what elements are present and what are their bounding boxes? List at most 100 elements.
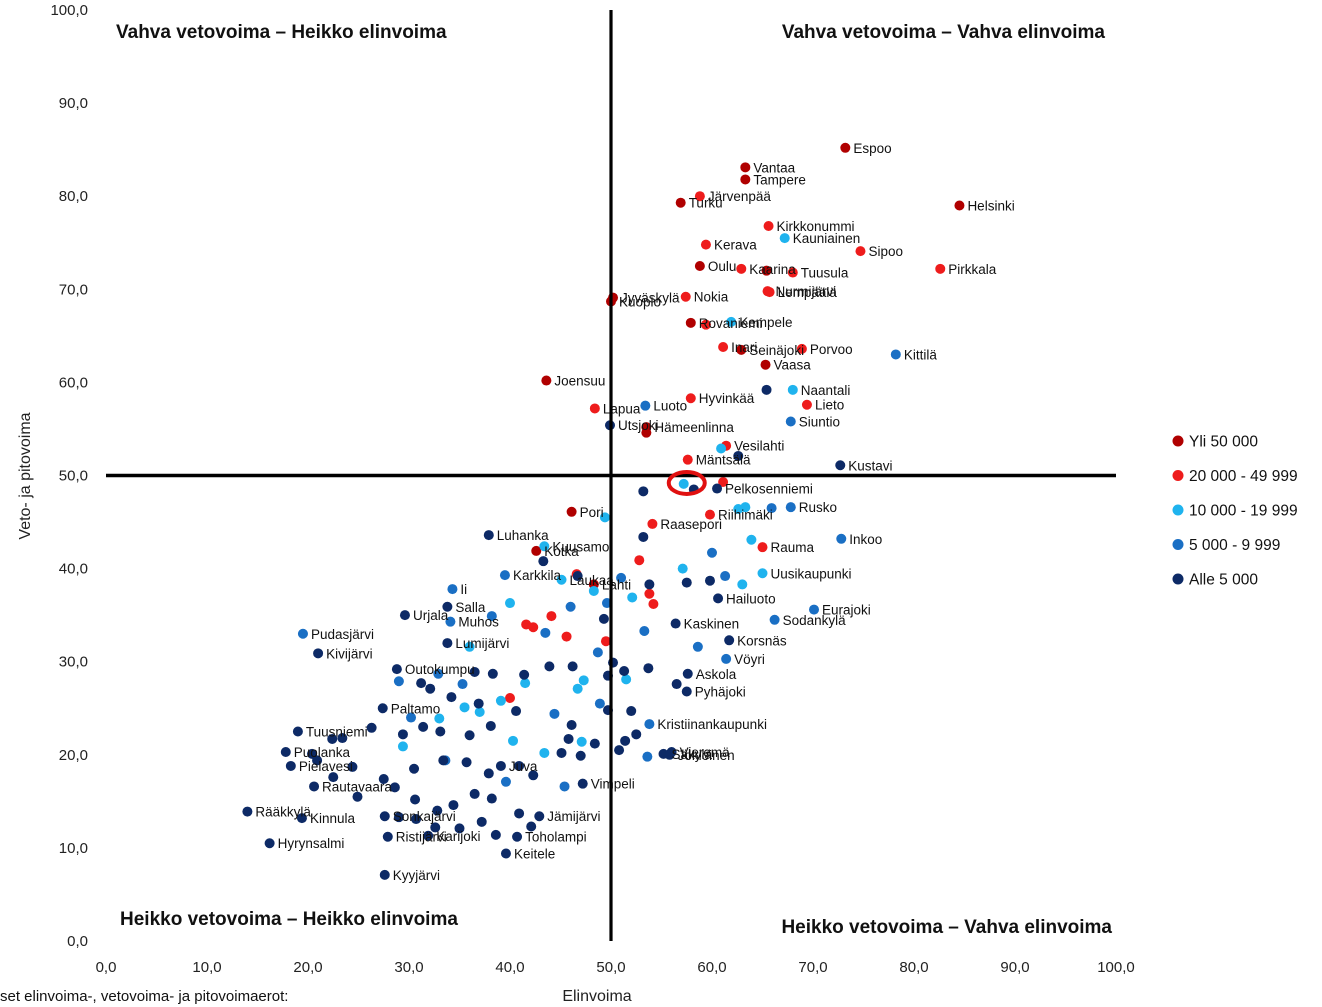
scatter-point: [640, 400, 651, 411]
legend: Yli 50 000 20 000 - 49 999 10 000 - 19 999…: [1172, 434, 1298, 589]
scatter-point: [409, 763, 420, 774]
scatter-point: [500, 848, 511, 859]
y-tick-label: 60,0: [59, 374, 88, 391]
scatter-point: [685, 393, 696, 404]
point-label: Raasepori: [660, 517, 722, 532]
scatter-point: [704, 575, 715, 586]
scatter-point: [461, 757, 472, 768]
scatter-point: [379, 811, 390, 822]
scatter-point: [296, 813, 307, 824]
scatter-point: [643, 663, 654, 674]
scatter-point: [681, 686, 692, 697]
scatter-point: [327, 733, 338, 744]
scatter-point: [647, 518, 658, 529]
scatter-point: [499, 570, 510, 581]
scatter-point: [541, 375, 552, 386]
scatter-point: [575, 750, 586, 761]
scatter-point: [746, 534, 757, 545]
x-axis-title: Elinvoima: [562, 988, 631, 1005]
scatter-point: [285, 760, 296, 771]
scatter-point: [508, 735, 519, 746]
scatter-point: [514, 808, 525, 819]
scatter-point: [639, 625, 650, 636]
point-label: Vöyri: [734, 652, 765, 667]
scatter-point: [393, 812, 404, 823]
y-tick-label: 0,0: [67, 933, 88, 950]
scatter-point: [694, 261, 705, 272]
scatter-point: [539, 747, 550, 758]
point-label: Lapua: [603, 401, 641, 416]
point-label: Jyväskylä: [621, 291, 680, 306]
quadrant-label-bottom-left: Heikko vetovoima – Heikko elinvoima: [120, 909, 458, 930]
quadrant-labels-layer: Vahva vetovoima – Heikko elinvoima Vahva…: [116, 22, 1112, 938]
point-label: Joensuu: [554, 374, 605, 389]
scatter-point: [514, 760, 525, 771]
point-label: Pielavesi: [299, 759, 353, 774]
scatter-point: [366, 722, 377, 733]
scatter-point: [718, 477, 729, 488]
scatter-point: [740, 174, 751, 185]
point-label: Lumijärvi: [455, 636, 509, 651]
quadrant-label-top-right: Vahva vetovoima – Vahva elinvoima: [782, 22, 1106, 43]
scatter-point: [474, 706, 485, 717]
scatter-point: [347, 761, 358, 772]
point-label: Uusikaupunki: [771, 566, 852, 581]
point-label: Hämeenlinna: [654, 420, 734, 435]
point-label: Salla: [455, 600, 486, 615]
scatter-point: [448, 800, 459, 811]
scatter-point: [566, 506, 577, 517]
point-label: Jämijärvi: [547, 809, 600, 824]
point-label: Naantali: [801, 383, 851, 398]
point-label: Puolanka: [294, 745, 351, 760]
scatter-point: [561, 631, 572, 642]
highlight-circle: [666, 469, 707, 496]
y-tick-label: 90,0: [59, 95, 88, 112]
point-label: Utsjoki: [618, 418, 659, 433]
scatter-point: [588, 585, 599, 596]
legend-label: 10 000 - 19 999: [1189, 503, 1298, 520]
scatter-point: [430, 822, 441, 833]
x-tick-label: 40,0: [495, 959, 524, 976]
scatter-point: [526, 821, 537, 832]
scatter-point: [681, 577, 692, 588]
point-label: Vieremä: [680, 745, 731, 760]
scatter-point: [835, 460, 846, 471]
x-tick-label: 70,0: [798, 959, 827, 976]
scatter-point: [644, 579, 655, 590]
legend-label: 20 000 - 49 999: [1189, 468, 1298, 485]
scatter-point: [855, 246, 866, 257]
legend-label: Yli 50 000: [1189, 434, 1258, 451]
x-tick-label: 60,0: [697, 959, 726, 976]
scatter-point: [589, 403, 600, 414]
scatter-point: [312, 755, 323, 766]
x-tick-label: 0,0: [96, 959, 117, 976]
scatter-point: [763, 220, 774, 231]
point-label: Nurmijärvi: [776, 284, 837, 299]
scatter-point: [292, 726, 303, 737]
point-label: Helsinki: [967, 199, 1014, 214]
scatter-point: [337, 733, 348, 744]
legend-label: 5 000 - 9 999: [1189, 537, 1280, 554]
point-label: Rusko: [799, 500, 837, 515]
point-label: Sodankylä: [783, 613, 847, 628]
scatter-point: [760, 359, 771, 370]
scatter-point: [505, 693, 515, 704]
scatter-point: [631, 729, 642, 740]
scatter-point: [670, 618, 681, 629]
point-label: Juva: [509, 759, 538, 774]
scatter-point: [644, 719, 655, 730]
scatter-point: [490, 829, 501, 840]
scatter-point: [549, 708, 560, 719]
point-label: Tuusula: [801, 266, 849, 281]
scatter-point: [599, 512, 610, 523]
scatter-point: [664, 749, 675, 760]
point-label: Pelkosenniemi: [725, 482, 813, 497]
scatter-point: [538, 556, 549, 567]
scatter-point: [779, 233, 790, 244]
scatter-point: [713, 593, 724, 604]
legend-marker: [1172, 435, 1184, 447]
point-label: Turku: [689, 196, 723, 211]
legend-marker: [1172, 470, 1184, 481]
scatter-point: [423, 830, 434, 841]
legend-marker: [1172, 539, 1184, 550]
